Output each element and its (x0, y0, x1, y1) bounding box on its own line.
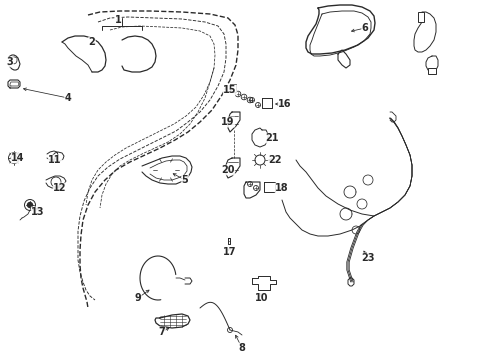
Text: 8: 8 (238, 343, 245, 353)
Text: 10: 10 (255, 293, 268, 303)
Bar (427, 68, 435, 74)
Text: 18: 18 (275, 183, 288, 193)
Text: 3: 3 (7, 57, 13, 67)
Text: 6: 6 (361, 23, 367, 33)
Text: 14: 14 (11, 153, 25, 163)
Text: 4: 4 (64, 93, 71, 103)
Text: 12: 12 (53, 183, 67, 193)
Text: 13: 13 (31, 207, 45, 217)
Text: 23: 23 (361, 253, 374, 263)
Text: 17: 17 (223, 247, 236, 257)
Text: 20: 20 (221, 165, 234, 175)
Text: 2: 2 (88, 37, 95, 47)
Bar (417, 12, 423, 22)
Text: 1: 1 (114, 15, 121, 25)
Text: 9: 9 (134, 293, 141, 303)
Text: 7: 7 (158, 327, 165, 337)
Text: 11: 11 (48, 155, 61, 165)
Text: 15: 15 (223, 85, 236, 95)
Text: 5: 5 (181, 175, 188, 185)
Circle shape (27, 202, 32, 207)
Text: 16: 16 (278, 99, 291, 109)
Text: 22: 22 (268, 155, 281, 165)
Text: 21: 21 (264, 133, 278, 143)
Text: 19: 19 (221, 117, 234, 127)
